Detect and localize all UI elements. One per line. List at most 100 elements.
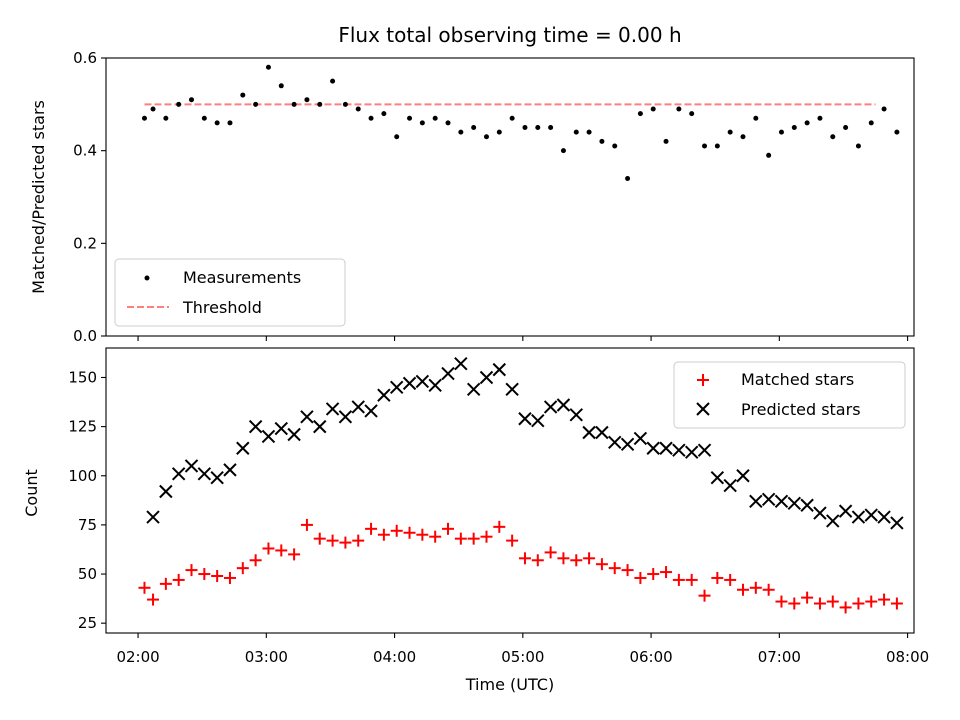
- measurement-point: [355, 106, 361, 112]
- count-legend-box: [673, 361, 906, 429]
- ratio-marks: [141, 64, 900, 181]
- measurement-point: [445, 120, 451, 126]
- matched-star-point: [826, 595, 839, 608]
- measurement-point: [766, 152, 772, 158]
- y-tick-label: 75: [78, 516, 97, 534]
- measurement-point: [727, 129, 733, 135]
- matched-star-point: [288, 548, 301, 561]
- matched-star-point: [390, 524, 403, 537]
- predicted-star-point: [595, 425, 609, 440]
- legend-label-threshold: Threshold: [182, 298, 262, 317]
- matched-star-point: [544, 546, 557, 559]
- count-legend: Matched stars Predicted stars: [673, 361, 906, 429]
- matched-star-point: [416, 528, 429, 541]
- x-tick-label: 04:00: [373, 648, 416, 666]
- predicted-star-point: [608, 435, 622, 450]
- predicted-star-point: [813, 506, 827, 520]
- measurement-point: [894, 129, 900, 135]
- ratio-ticks: 0.0 0.2 0.4 0.6: [73, 49, 909, 345]
- matched-star-point: [852, 597, 865, 610]
- y-tick-label: 50: [78, 565, 97, 583]
- predicted-star-point: [377, 388, 391, 402]
- ratio-legend: Measurements Threshold: [114, 258, 346, 327]
- measurement-point: [253, 101, 259, 107]
- y-tick-label: 150: [68, 368, 97, 386]
- y-axis-label-count: Count: [22, 469, 41, 517]
- ratio-plot-frame: [105, 57, 915, 337]
- predicted-star-point: [543, 400, 558, 414]
- matched-star-point: [801, 591, 814, 604]
- matched-star-point: [172, 573, 185, 586]
- predicted-star-point: [864, 508, 878, 522]
- matched-star-point: [878, 593, 891, 606]
- x-tick-label: 07:00: [758, 648, 801, 666]
- ratio-legend-box: [114, 258, 346, 327]
- matched-star-point: [736, 583, 749, 596]
- matched-star-point: [159, 577, 172, 590]
- predicted-star-point: [531, 414, 545, 428]
- predicted-star-point: [261, 429, 276, 444]
- chart-title: Flux total observing time = 0.00 h: [338, 23, 681, 47]
- measurement-point: [176, 101, 182, 107]
- y-tick-label: 125: [68, 418, 97, 436]
- predicted-star-point: [710, 471, 725, 485]
- legend-marker-measurements: [144, 275, 150, 281]
- measurement-point: [599, 138, 605, 144]
- predicted-star-point: [479, 370, 494, 385]
- measurement-point: [317, 101, 323, 107]
- predicted-star-point: [826, 514, 840, 528]
- matched-star-point: [788, 597, 801, 610]
- measurement-point: [141, 115, 147, 121]
- predicted-star-point: [697, 443, 712, 457]
- measurement-point: [548, 125, 554, 130]
- matched-star-point: [138, 581, 151, 594]
- measurement-point: [458, 129, 464, 135]
- matched-star-point: [595, 558, 608, 571]
- matched-star-point: [262, 542, 275, 555]
- predicted-star-point: [761, 492, 776, 507]
- predicted-star-point: [210, 471, 224, 485]
- x-tick-label: 06:00: [629, 648, 672, 666]
- matched-star-point: [326, 534, 339, 547]
- matched-star-point: [775, 595, 788, 608]
- predicted-star-point: [569, 408, 583, 422]
- matched-star-point: [442, 522, 455, 535]
- measurement-point: [432, 115, 438, 121]
- measurement-point: [483, 134, 489, 140]
- y-axis-label-ratio: Matched/Predicted stars: [29, 100, 48, 294]
- matched-star-point: [557, 552, 570, 565]
- legend-marker-matched: [697, 374, 709, 386]
- matched-star-point: [275, 544, 288, 557]
- x-axis-label: Time (UTC): [465, 675, 554, 694]
- matched-star-point: [352, 534, 365, 547]
- predicted-star-point: [659, 441, 673, 455]
- measurement-point: [163, 115, 169, 121]
- matched-star-point: [583, 552, 596, 565]
- measurement-point: [150, 106, 156, 112]
- predicted-star-point: [800, 498, 814, 512]
- matched-star-point: [518, 552, 531, 565]
- x-tick-label: 02:00: [116, 648, 159, 666]
- legend-label-matched: Matched stars: [741, 370, 854, 389]
- measurement-point: [189, 97, 195, 103]
- measurement-point: [342, 101, 348, 107]
- matched-star-point: [223, 571, 236, 584]
- matched-star-point: [711, 571, 724, 584]
- measurement-point: [419, 120, 425, 126]
- count-plot-frame: [105, 347, 915, 634]
- predicted-star-point: [390, 380, 404, 395]
- x-tick-label: 08:00: [886, 648, 929, 666]
- measurement-point: [855, 143, 861, 149]
- matched-star-point: [839, 601, 852, 614]
- measurement-point: [804, 120, 810, 126]
- measurement-point: [830, 134, 836, 140]
- measurement-point: [573, 129, 579, 135]
- matched-star-point: [185, 564, 198, 577]
- matched-star-point: [685, 573, 698, 586]
- matched-star-point: [621, 564, 634, 577]
- predicted-star-point: [466, 382, 481, 396]
- matched-star-point: [762, 583, 775, 596]
- matched-star-point: [467, 532, 480, 545]
